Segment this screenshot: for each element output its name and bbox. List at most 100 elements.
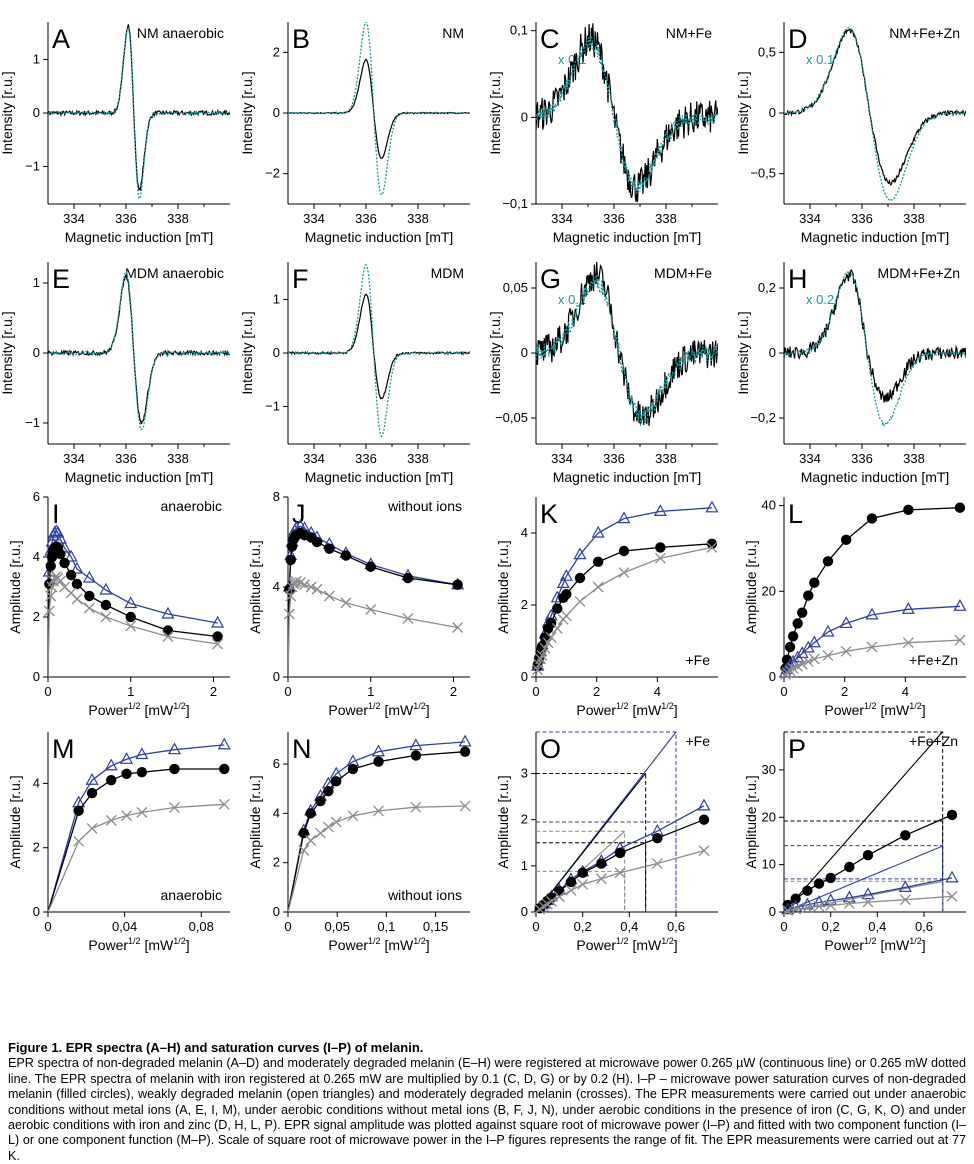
x-tick-label: 338	[903, 211, 925, 226]
y-tick-label: 0	[33, 345, 40, 360]
data-point-cross	[290, 575, 302, 587]
data-point-triangle	[211, 615, 225, 628]
x-tick-label: 336	[603, 451, 625, 466]
y-tick-label: 0	[273, 669, 280, 684]
data-point-triangle	[861, 887, 875, 900]
data-point-circle	[813, 878, 825, 889]
data-point-circle	[596, 858, 607, 869]
panel-title: anaerobic	[161, 887, 223, 903]
fit-curve	[48, 545, 218, 677]
data-point-triangle	[898, 880, 912, 892]
panel-title: +Fe	[685, 652, 710, 668]
x-axis-label: Magnetic induction [mT]	[801, 229, 950, 245]
x-axis-label: Power1/2 [mW1/2]	[328, 701, 429, 718]
x-tick-label: 0	[284, 684, 291, 699]
x-tick-label: 336	[115, 211, 137, 226]
data-point-circle	[903, 504, 914, 516]
x-tick-label: 334	[551, 451, 573, 466]
data-point-circle	[84, 590, 95, 602]
y-tick-label: 4	[521, 525, 528, 540]
data-point-cross	[614, 867, 626, 879]
panel-title: without ions	[387, 498, 462, 514]
y-tick-label: −0,05	[495, 410, 528, 425]
data-point-triangle	[124, 596, 138, 609]
data-point-triangle	[901, 602, 915, 614]
data-point-cross	[100, 611, 112, 623]
data-point-cross	[121, 810, 133, 822]
data-point-triangle	[953, 599, 967, 611]
y-tick-label: 1	[521, 858, 528, 873]
data-point-triangle	[53, 531, 67, 544]
panel-f: F MDM Magnetic induction [mT] Intensity [r.…	[239, 262, 470, 485]
data-point-cross	[843, 898, 855, 909]
data-point-circle	[822, 556, 834, 567]
x-axis-label: Power1/2 [mW1/2]	[88, 936, 189, 953]
linear-fit-line	[783, 731, 943, 913]
panel-g: G MDM+Fe x 0.1 Magnetic induction [mT] Inten…	[487, 262, 718, 485]
data-point-circle	[55, 548, 66, 560]
data-point-cross	[545, 895, 557, 907]
scale-annotation: x 0.1	[558, 292, 586, 307]
data-point-circle	[825, 872, 836, 884]
spectrum-0.265uW	[536, 23, 718, 202]
data-point-circle	[802, 885, 813, 896]
data-point-circle	[212, 631, 223, 642]
panel-title: +Fe	[685, 733, 710, 749]
guide-line	[784, 878, 944, 912]
x-tick-label: 0	[44, 684, 51, 699]
panel-e: E MDM anaerobic Magnetic induction [mT] Int…	[0, 262, 230, 485]
data-point-cross	[299, 579, 311, 591]
panel-letter: O	[540, 734, 561, 764]
x-tick-label: 334	[63, 451, 85, 466]
x-tick-label: 1	[127, 684, 134, 699]
data-point-cross	[536, 649, 548, 661]
data-point-circle	[219, 763, 230, 775]
panel-b: B NM Magnetic induction [mT] Intensity [r.u…	[239, 22, 470, 245]
data-point-triangle	[64, 549, 78, 562]
y-axis-label: Amplitude [r.u.]	[247, 775, 263, 868]
data-point-cross	[315, 827, 326, 839]
data-point-circle	[100, 599, 112, 611]
spectrum-0.265uW	[48, 274, 230, 425]
data-point-circle	[618, 545, 630, 557]
y-tick-label: 0,5	[758, 44, 776, 59]
y-axis-label: Amplitude [r.u.]	[247, 540, 263, 633]
data-point-circle	[305, 808, 316, 819]
x-tick-label: 0,04	[112, 919, 137, 934]
data-point-circle	[840, 534, 852, 546]
y-tick-label: 0	[521, 904, 528, 919]
data-point-circle	[577, 867, 588, 878]
guide-line	[784, 820, 944, 912]
data-point-circle	[65, 569, 77, 581]
y-tick-label: 2	[273, 44, 280, 59]
x-axis-label: Magnetic induction [mT]	[553, 229, 702, 245]
y-tick-label: 0	[521, 669, 528, 684]
data-point-cross	[43, 605, 55, 617]
data-point-cross	[86, 822, 98, 834]
data-point-circle	[698, 814, 710, 825]
y-axis-label: Intensity [r.u.]	[239, 311, 255, 394]
caption-body: EPR spectra of non-degraded melanin (A–D…	[8, 1056, 966, 1163]
y-tick-label: 0,05	[503, 280, 528, 295]
y-axis-label: Intensity [r.u.]	[735, 311, 751, 394]
data-point-cross	[539, 642, 551, 654]
x-tick-label: 338	[655, 451, 677, 466]
x-axis-label: Magnetic induction [mT]	[65, 229, 214, 245]
y-tick-label: 0	[769, 669, 776, 684]
x-tick-label: 334	[799, 451, 821, 466]
spectrum-0.265mW	[784, 270, 966, 428]
y-tick-label: 6	[273, 756, 280, 771]
data-point-triangle	[371, 744, 386, 757]
data-point-circle	[614, 847, 626, 859]
data-point-circle	[311, 536, 323, 548]
data-point-circle	[169, 763, 180, 775]
data-point-cross	[902, 637, 914, 649]
y-tick-label: 1	[33, 51, 40, 66]
data-point-cross	[45, 590, 57, 602]
y-axis-label: Intensity [r.u.]	[487, 71, 503, 154]
y-axis-label: Amplitude [r.u.]	[7, 540, 23, 633]
panel-letter: H	[788, 264, 808, 294]
panel-letter: J	[292, 499, 306, 529]
